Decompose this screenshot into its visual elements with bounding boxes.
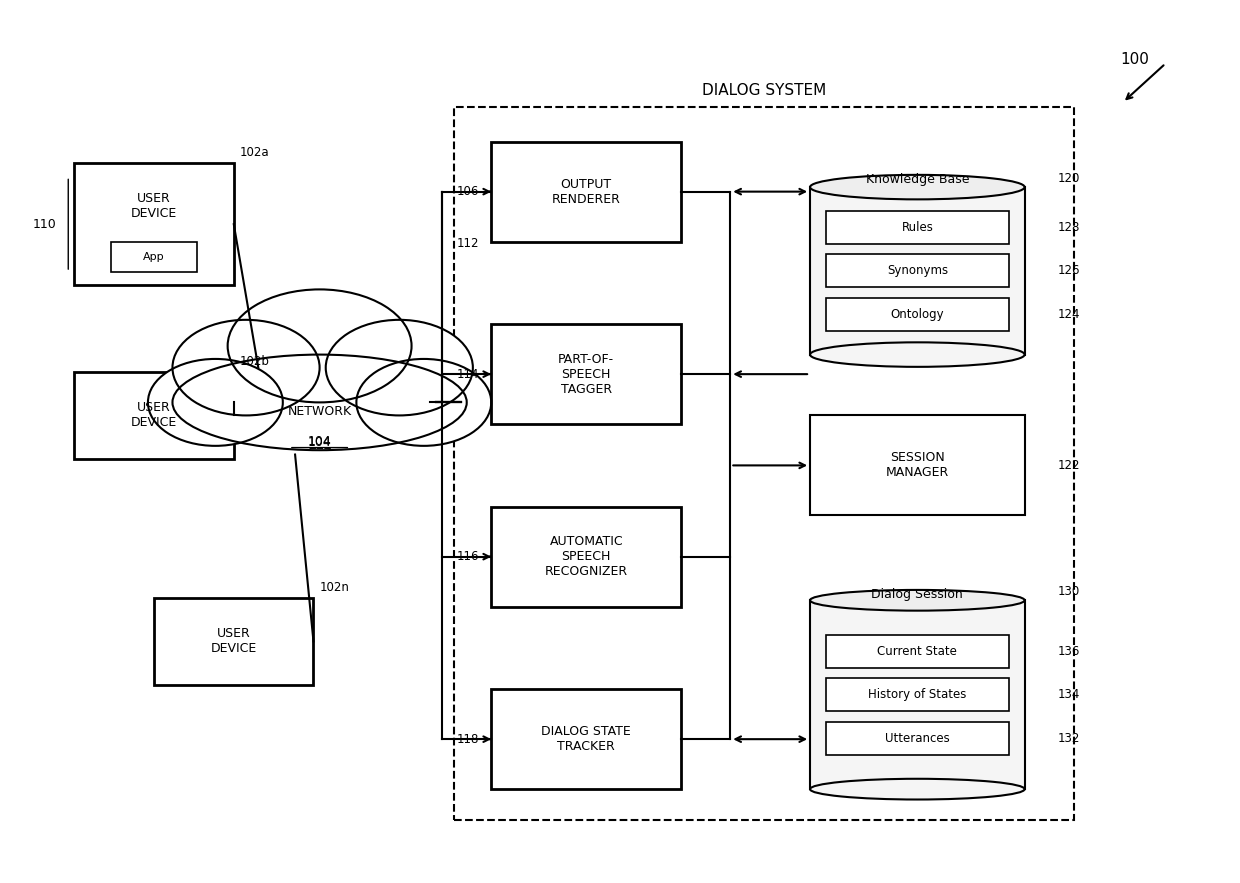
Text: Dialog Session: Dialog Session [872,587,963,600]
Ellipse shape [172,355,466,450]
FancyBboxPatch shape [112,242,197,272]
Ellipse shape [172,320,320,415]
Text: App: App [144,252,165,262]
Text: 132: 132 [1058,732,1080,744]
Ellipse shape [326,320,472,415]
Text: USER
DEVICE: USER DEVICE [211,628,257,655]
Text: 120: 120 [1058,172,1080,185]
FancyBboxPatch shape [154,598,314,685]
Text: 102a: 102a [239,146,269,159]
FancyBboxPatch shape [810,415,1024,516]
Text: 102b: 102b [239,355,270,367]
FancyBboxPatch shape [491,324,681,424]
Text: 134: 134 [1058,688,1080,701]
Text: 136: 136 [1058,645,1080,658]
Text: USER
DEVICE: USER DEVICE [131,192,177,220]
FancyBboxPatch shape [826,254,1008,287]
FancyBboxPatch shape [826,635,1008,668]
Text: History of States: History of States [868,688,966,701]
Text: 102n: 102n [320,581,350,593]
Text: 110: 110 [32,218,56,230]
FancyBboxPatch shape [826,678,1008,711]
Text: Rules: Rules [901,221,934,234]
Text: 126: 126 [1058,264,1080,277]
Text: 1̲0̲4̲: 1̲0̲4̲ [308,435,331,448]
Text: 122: 122 [1058,459,1080,472]
Text: DIALOG STATE
TRACKER: DIALOG STATE TRACKER [542,725,631,753]
FancyBboxPatch shape [491,507,681,607]
Ellipse shape [148,358,283,446]
Text: 106: 106 [456,185,479,198]
Text: NETWORK: NETWORK [288,404,352,418]
Text: 130: 130 [1058,585,1080,598]
Text: 116: 116 [456,550,479,563]
Text: 114: 114 [456,367,479,381]
Text: DIALOG SYSTEM: DIALOG SYSTEM [702,83,826,98]
FancyBboxPatch shape [74,372,234,459]
FancyBboxPatch shape [826,721,1008,755]
FancyBboxPatch shape [826,298,1008,331]
Text: Synonyms: Synonyms [887,264,947,277]
Text: 100: 100 [1121,51,1149,66]
Text: 104: 104 [308,435,331,448]
Bar [810,187,1024,355]
Ellipse shape [228,290,412,403]
Text: 124: 124 [1058,308,1080,321]
Text: Knowledge Base: Knowledge Base [866,173,970,186]
FancyBboxPatch shape [491,141,681,242]
Ellipse shape [810,343,1024,366]
Ellipse shape [810,779,1024,799]
Text: AUTOMATIC
SPEECH
RECOGNIZER: AUTOMATIC SPEECH RECOGNIZER [544,535,627,578]
Ellipse shape [810,590,1024,611]
Bar [810,600,1024,789]
Text: Utterances: Utterances [885,732,950,744]
Text: Ontology: Ontology [890,308,944,321]
Text: Current State: Current State [878,645,957,658]
Text: SESSION
MANAGER: SESSION MANAGER [885,451,949,479]
FancyBboxPatch shape [455,107,1074,819]
Text: USER
DEVICE: USER DEVICE [131,402,177,429]
FancyBboxPatch shape [826,211,1008,244]
Text: 128: 128 [1058,221,1080,234]
Text: 112: 112 [456,238,479,250]
Ellipse shape [356,358,491,446]
FancyBboxPatch shape [74,163,234,285]
Text: PART-OF-
SPEECH
TAGGER: PART-OF- SPEECH TAGGER [558,352,614,396]
Text: 118: 118 [456,733,479,745]
FancyBboxPatch shape [491,690,681,789]
Ellipse shape [810,175,1024,200]
Text: OUTPUT
RENDERER: OUTPUT RENDERER [552,177,621,206]
